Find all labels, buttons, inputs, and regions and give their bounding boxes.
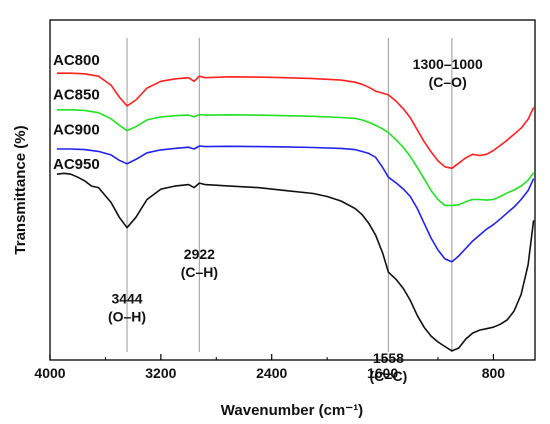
peak-annotation: 1300–1000 (C–O) (413, 56, 483, 90)
series-label-ac950: AC950 (53, 156, 100, 173)
x-tick-label: 2400 (256, 365, 287, 381)
peak-annotation: 2922 (C–H) (181, 246, 218, 280)
peak-annotation: 1558 (C=C) (370, 350, 408, 384)
x-tick-label: 1600 (367, 365, 398, 381)
series-line-ac950 (56, 172, 535, 352)
series-line-ac800 (56, 72, 535, 170)
series-line-ac900 (56, 145, 535, 263)
x-tick-label: 800 (482, 365, 506, 381)
plot-frame (49, 19, 536, 361)
series-label-ac850: AC850 (53, 87, 100, 104)
series-group (56, 72, 535, 352)
reference-lines (126, 38, 453, 352)
series-line-ac850 (56, 109, 535, 207)
series-labels: AC800 AC850 AC900 AC950 (53, 52, 100, 173)
series-label-ac800: AC800 (53, 52, 100, 69)
x-axis-ticks: 4000 3200 2400 1600 800 (34, 354, 505, 381)
x-tick-label: 4000 (34, 365, 65, 381)
peak-annotation: 3444 (O–H) (108, 290, 146, 324)
x-tick-label: 3200 (145, 365, 176, 381)
series-label-ac900: AC900 (53, 122, 100, 139)
y-axis-title: Transmittance (%) (12, 125, 29, 254)
peak-annotations: 3444 (O–H) 2922 (C–H) 1558 (C=C) 1300–1000 (C–O… (108, 56, 483, 384)
x-axis-title: Wavenumber (cm⁻¹) (221, 402, 363, 419)
